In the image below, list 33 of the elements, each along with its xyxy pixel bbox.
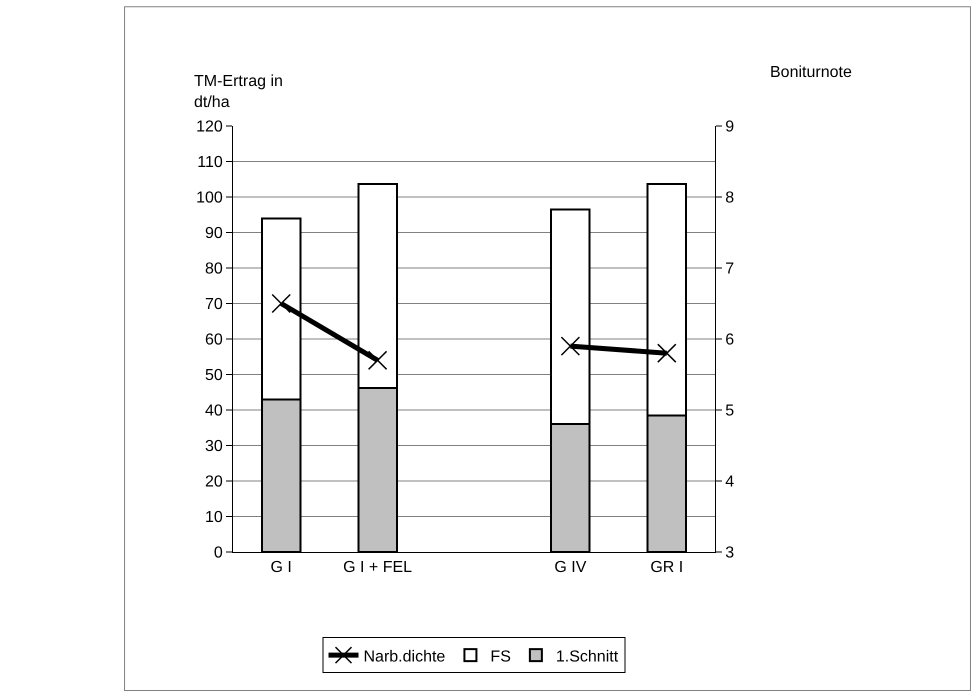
x-tick-label: G I xyxy=(270,559,292,576)
point xyxy=(368,350,388,370)
x-tick-label: GR I xyxy=(650,559,684,576)
y-tick-label: 80 xyxy=(205,260,223,278)
y-tick-label: 20 xyxy=(205,474,223,491)
y-axis-title: TM-Ertrag in dt/ha xyxy=(194,73,283,111)
legend-label: FS xyxy=(490,648,511,666)
y2-tick-label: 3 xyxy=(725,544,734,562)
y2-tick-label: 4 xyxy=(725,474,734,491)
y-tick-label: 90 xyxy=(205,225,223,242)
point xyxy=(560,336,580,356)
point xyxy=(657,343,677,363)
y-tick-label: 110 xyxy=(197,154,223,172)
y2-axis-title: Boniturnote xyxy=(770,64,852,81)
y-tick-label: 50 xyxy=(205,367,223,384)
legend-label: 1.Schnitt xyxy=(556,648,619,666)
y2-tick-label: 6 xyxy=(725,332,734,349)
y-tick-label: 120 xyxy=(196,118,223,136)
y-tick-label: 40 xyxy=(205,402,223,420)
y-tick-label: 30 xyxy=(205,438,223,456)
y-tick-label: 70 xyxy=(205,296,223,314)
point xyxy=(271,294,291,314)
x-tick-label: G I + FEL xyxy=(343,559,412,576)
y2-tick-label: 8 xyxy=(725,190,734,207)
y2-tick-label: 9 xyxy=(725,118,734,136)
legend-label: Narb.dichte xyxy=(364,648,446,666)
y2-tick-label: 7 xyxy=(725,260,734,278)
y-tick-label: 60 xyxy=(205,332,223,349)
x-tick-label: G IV xyxy=(554,559,587,576)
y-tick-label: 10 xyxy=(205,509,223,526)
y-tick-label: 0 xyxy=(214,544,223,562)
y-tick-label: 100 xyxy=(196,190,223,207)
y2-tick-label: 5 xyxy=(725,402,734,420)
